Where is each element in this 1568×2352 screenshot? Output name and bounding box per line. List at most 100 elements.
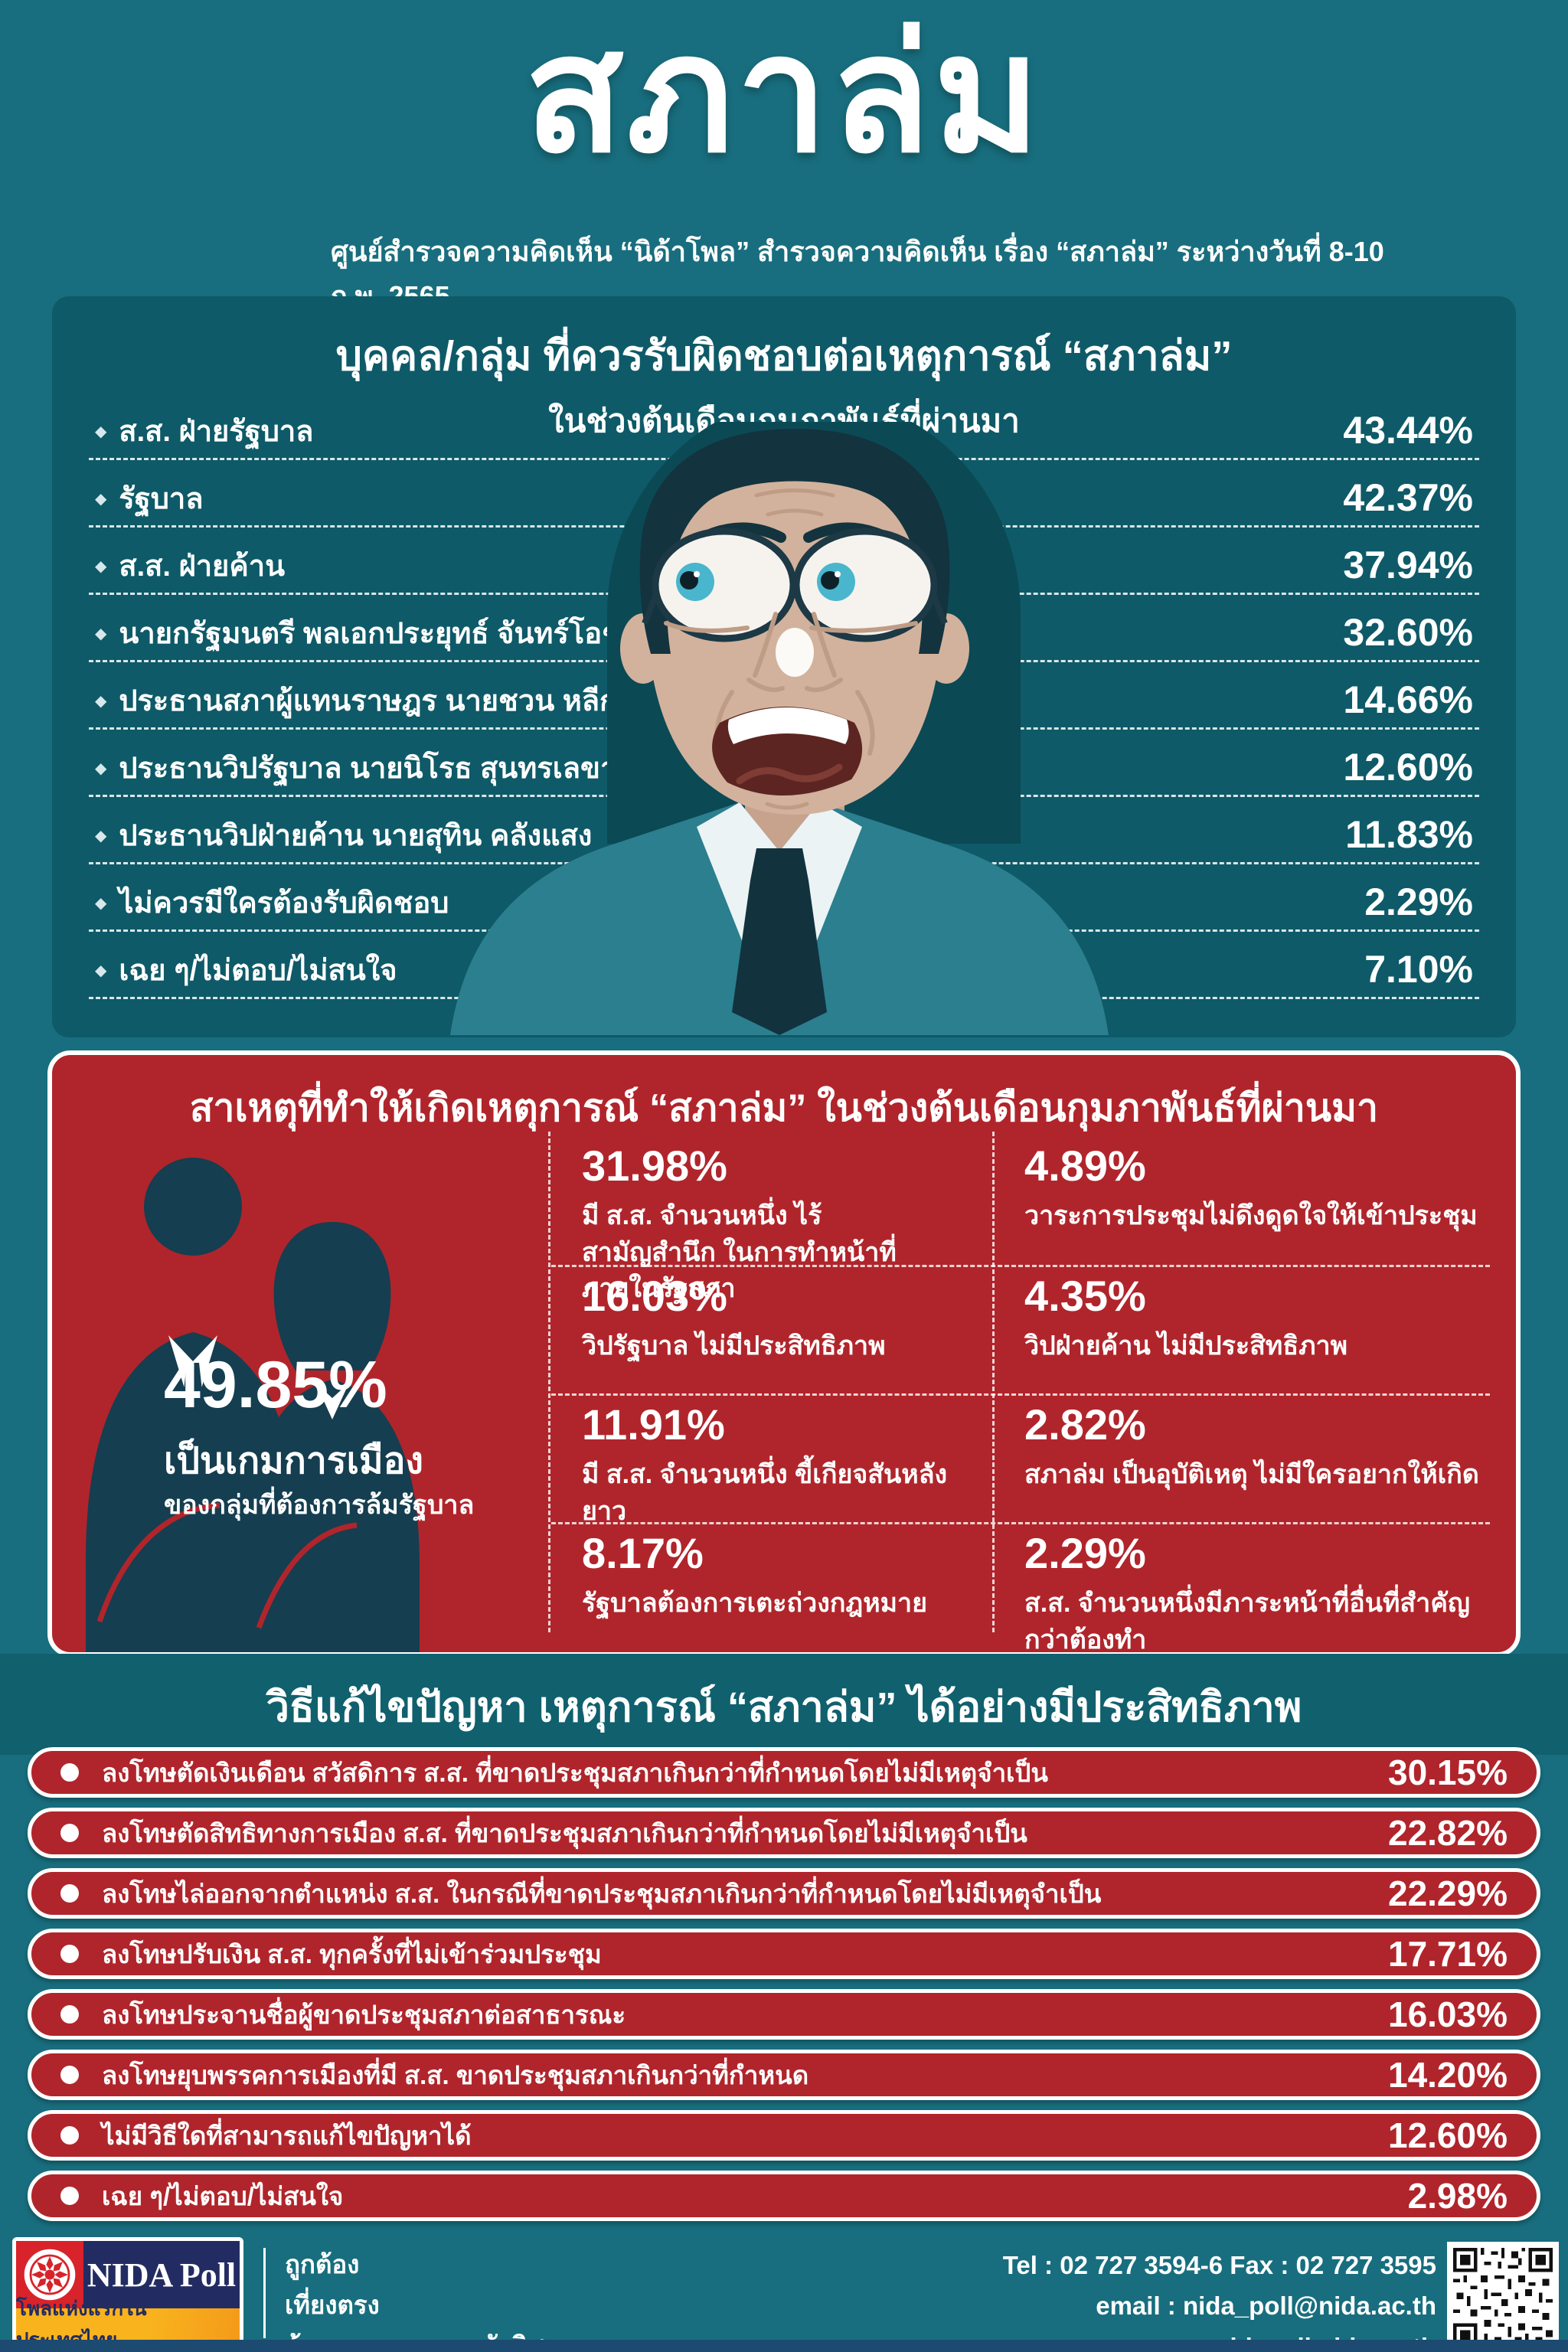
contact-line: email : nida_poll@nida.ac.th <box>1096 2292 1436 2321</box>
causes-panel: สาเหตุที่ทำให้เกิดเหตุการณ์ “สภาล่ม” ในช… <box>47 1050 1521 1657</box>
bullet-circle-icon <box>60 2005 79 2024</box>
row-label: เฉย ๆ/ไม่ตอบ/ไม่สนใจ <box>119 955 397 987</box>
list-item: ลงโทษไล่ออกจากตำแหน่ง ส.ส. ในกรณีที่ขาดป… <box>28 1868 1540 1919</box>
contact-line: Tel : 02 727 3594-6 Fax : 02 727 3595 <box>1002 2251 1436 2279</box>
diamond-bullet-icon: ◆ <box>95 693 107 710</box>
row-label: ประธานวิปฝ่ายค้าน นายสุทิน คลังแสง <box>119 820 593 852</box>
solution-label: เฉย ๆ/ไม่ตอบ/ไม่สนใจ <box>102 2181 344 2210</box>
survey-description-line: ศูนย์สำรวจความคิดเห็น “นิด้าโพล” สำรวจคว… <box>331 236 1384 312</box>
footer-divider <box>263 2248 266 2338</box>
list-item: เฉย ๆ/ไม่ตอบ/ไม่สนใจ 2.98% <box>28 2171 1540 2221</box>
solution-value: 2.98% <box>1407 2176 1508 2216</box>
solution-value: 30.15% <box>1387 1753 1508 1792</box>
solution-value: 22.29% <box>1387 1873 1508 1913</box>
cause-label: รัฐบาลต้องการเตะถ่วงกฎหมาย <box>582 1589 928 1618</box>
bottom-strip <box>0 2340 1568 2352</box>
solutions-title: วิธีแก้ไขปัญหา เหตุการณ์ “สภาล่ม” ได้อย่… <box>266 1684 1302 1730</box>
diamond-bullet-icon: ◆ <box>95 760 107 777</box>
list-item: ลงโทษยุบพรรคการเมืองที่มี ส.ส. ขาดประชุม… <box>28 2050 1540 2100</box>
page-title: สภาล่ม <box>524 3 1044 185</box>
list-item: ลงโทษตัดสิทธิทางการเมือง ส.ส. ที่ขาดประช… <box>28 1808 1540 1858</box>
cause-cell: 16.03% วิปรัฐบาล ไม่มีประสิทธิภาพ <box>582 1271 949 1365</box>
solutions-list: ลงโทษตัดเงินเดือน สวัสดิการ ส.ส. ที่ขาดป… <box>28 1747 1540 2231</box>
row-value: 12.60% <box>1343 746 1473 789</box>
list-item: ลงโทษปรับเงิน ส.ส. ทุกครั้งที่ไม่เข้าร่ว… <box>28 1929 1540 1979</box>
people-silhouette-illustration <box>86 1158 420 1652</box>
logo-name: NIDA Poll <box>87 2256 237 2294</box>
table-row: ◆ ประธานสภาผู้แทนราษฎร นายชวน หลีกภัย 14.6… <box>89 662 1479 730</box>
bullet-circle-icon <box>60 2187 79 2205</box>
dashed-divider <box>548 1132 550 1632</box>
solution-value: 16.03% <box>1387 1994 1508 2034</box>
row-label: ส.ส. ฝ่ายค้าน <box>119 550 286 583</box>
row-label: ประธานสภาผู้แทนราษฎร นายชวน หลีกภัย <box>119 685 654 717</box>
dashed-divider <box>992 1132 995 1632</box>
responsibility-title: บุคคล/กลุ่ม ที่ควรรับผิดชอบต่อเหตุการณ์ … <box>335 333 1233 379</box>
list-item: ลงโทษตัดเงินเดือน สวัสดิการ ส.ส. ที่ขาดป… <box>28 1747 1540 1798</box>
solution-label: ไม่มีวิธีใดที่สามารถแก้ไขปัญหาได้ <box>102 2121 472 2150</box>
cause-value: 31.98% <box>582 1142 727 1190</box>
motto-line: ถูกต้อง <box>285 2250 360 2278</box>
nida-emblem-icon <box>24 2249 76 2301</box>
row-value: 42.37% <box>1343 476 1473 519</box>
solution-value: 14.20% <box>1387 2055 1508 2095</box>
row-label: ส.ส. ฝ่ายรัฐบาล <box>119 416 314 448</box>
cause-value: 8.17% <box>582 1529 704 1577</box>
solutions-header-band <box>0 1654 1568 1755</box>
solution-label: ลงโทษประจานชื่อผู้ขาดประชุมสภาต่อสาธารณะ <box>102 2000 626 2029</box>
cause-label: วาระการประชุมไม่ดึงดูดใจให้เข้าประชุม <box>1024 1201 1478 1230</box>
list-item: ไม่มีวิธีใดที่สามารถแก้ไขปัญหาได้ 12.60% <box>28 2110 1540 2161</box>
row-label: ประธานวิปรัฐบาล นายนิโรธ สุนทรเลขา <box>119 753 617 785</box>
cause-label: วิปรัฐบาล ไม่มีประสิทธิภาพ <box>582 1331 886 1361</box>
cause-cell: 4.89% วาระการประชุมไม่ดึงดูดใจให้เข้าประช… <box>1024 1141 1514 1235</box>
cause-label: มี ส.ส. จำนวนหนึ่ง ไร้สามัญสำนึก ในการทำ… <box>582 1201 897 1304</box>
cause-value: 11.91% <box>582 1400 725 1449</box>
diamond-bullet-icon: ◆ <box>95 423 107 440</box>
bullet-circle-icon <box>60 1945 79 1963</box>
bullet-circle-icon <box>60 2126 79 2145</box>
diamond-bullet-icon: ◆ <box>95 626 107 642</box>
cause-cell: 8.17% รัฐบาลต้องการเตะถ่วงกฎหมาย <box>582 1528 949 1622</box>
dashed-divider <box>551 1393 1490 1396</box>
row-value: 37.94% <box>1343 544 1473 586</box>
logo-tagline-bar: โพลแห่งแรกในประเทศไทย <box>16 2297 240 2351</box>
solution-value: 22.82% <box>1387 1813 1508 1853</box>
solution-label: ลงโทษตัดเงินเดือน สวัสดิการ ส.ส. ที่ขาดป… <box>102 1758 1048 1787</box>
highlight-caption: เป็นเกมการเมือง <box>164 1441 423 1481</box>
cause-cell: 4.35% วิปฝ่ายค้าน ไม่มีประสิทธิภาพ <box>1024 1271 1514 1365</box>
cause-value: 2.82% <box>1024 1400 1146 1449</box>
nida-poll-logo: NIDA Poll โพลแห่งแรกในประเทศไทย <box>12 2237 243 2351</box>
diamond-bullet-icon: ◆ <box>95 962 107 979</box>
causes-title: สาเหตุที่ทำให้เกิดเหตุการณ์ “สภาล่ม” ในช… <box>189 1086 1379 1129</box>
dashed-divider <box>551 1265 1490 1267</box>
cause-label: ส.ส. จำนวนหนึ่งมีภาระหน้าที่อื่นที่สำคัญ… <box>1024 1589 1470 1655</box>
cause-value: 2.29% <box>1024 1529 1146 1577</box>
row-value: 2.29% <box>1364 880 1473 923</box>
solution-value: 12.60% <box>1387 2115 1508 2155</box>
row-value: 43.44% <box>1343 409 1473 452</box>
list-item: ลงโทษประจานชื่อผู้ขาดประชุมสภาต่อสาธารณะ… <box>28 1989 1540 2040</box>
diamond-bullet-icon: ◆ <box>95 828 107 844</box>
cause-label: มี ส.ส. จำนวนหนึ่ง ขี้เกียจสันหลังยาว <box>582 1460 948 1526</box>
table-row: ◆ ส.ส. ฝ่ายค้าน 37.94% <box>89 528 1479 595</box>
qr-code-icon <box>1447 2242 1559 2352</box>
cause-cell: 2.82% สภาล่ม เป็นอุบัติเหตุ ไม่มีใครอยากใ… <box>1024 1400 1514 1494</box>
highlight-value: 49.85% <box>164 1348 387 1422</box>
row-value: 11.83% <box>1345 813 1473 856</box>
diamond-bullet-icon: ◆ <box>95 491 107 508</box>
cause-cell: 31.98% มี ส.ส. จำนวนหนึ่ง ไร้สามัญสำนึก ใ… <box>582 1141 949 1308</box>
footer-motto: ถูกต้อง เที่ยงตรง ด้วยคุณภาพตามหลักวิชาก… <box>285 2245 601 2352</box>
row-label: นายกรัฐมนตรี พลเอกประยุทธ์ จันทร์โอชา <box>119 618 639 650</box>
row-value: 7.10% <box>1364 948 1473 991</box>
cause-label: สภาล่ม เป็นอุบัติเหตุ ไม่มีใครอยากให้เกิ… <box>1024 1460 1479 1489</box>
bullet-circle-icon <box>60 2066 79 2084</box>
dashed-divider <box>551 1522 1490 1524</box>
row-label: รัฐบาล <box>119 483 204 515</box>
motto-line: เที่ยงตรง <box>285 2290 380 2319</box>
highlight-subcaption: ของกลุ่มที่ต้องการล้มรัฐบาล <box>164 1491 475 1520</box>
bullet-circle-icon <box>60 1763 79 1782</box>
cause-value: 16.03% <box>582 1272 727 1320</box>
solution-label: ลงโทษปรับเงิน ส.ส. ทุกครั้งที่ไม่เข้าร่ว… <box>102 1939 602 1968</box>
row-value: 32.60% <box>1343 611 1473 654</box>
